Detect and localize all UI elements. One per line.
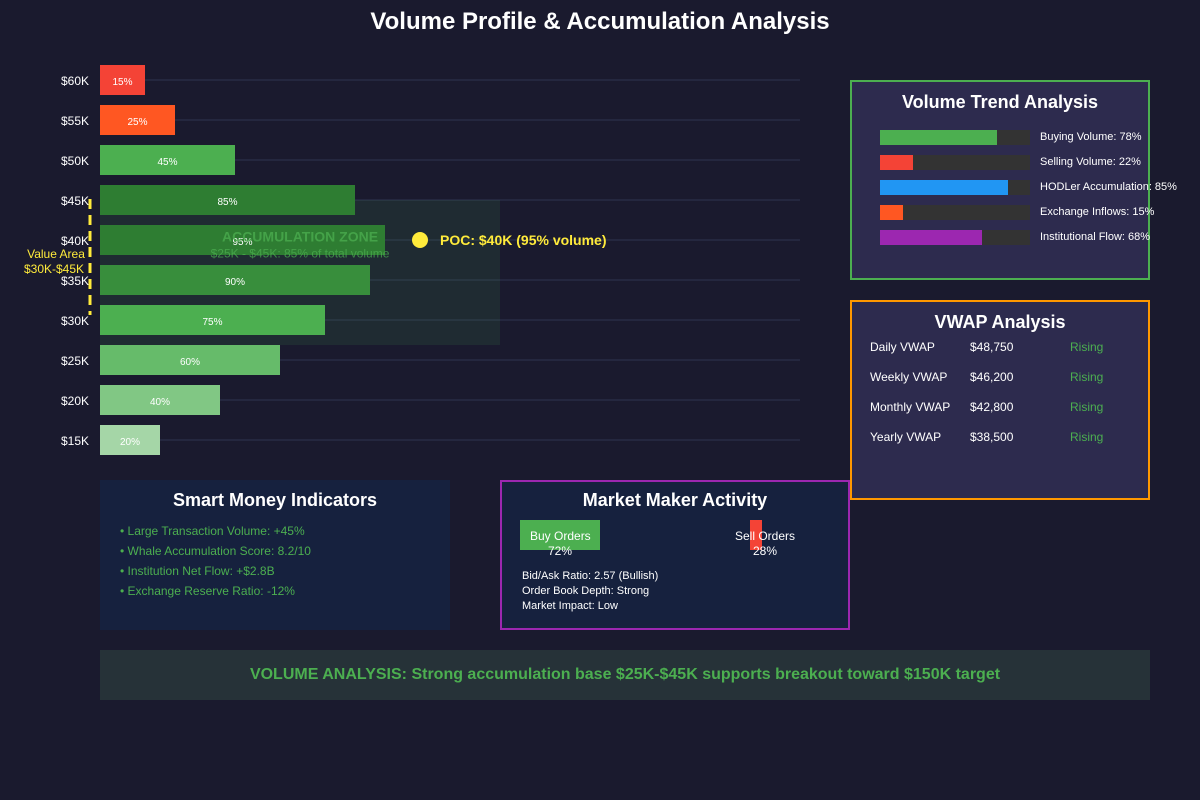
volume-bar [100,265,370,295]
value-area-label: Value Area [27,247,85,261]
trend-bar-track [880,130,1030,145]
bid-ask-ratio: Bid/Ask Ratio: 2.57 (Bullish) [522,570,659,582]
smart-money-panel: Smart Money Indicators • Large Transacti… [100,480,450,630]
bar-value-label: 20% [120,437,140,448]
chart-title: Volume Profile & Accumulation Analysis [370,8,830,35]
price-tick-label: $45K [61,194,89,208]
price-tick-label: $30K [61,314,89,328]
vwap-name: Monthly VWAP [870,400,951,414]
vwap-name: Weekly VWAP [870,370,948,384]
bar-value-label: 95% [232,237,252,248]
volume-bar [100,185,355,215]
trend-bar-track [880,155,1030,170]
volume-bar [100,145,235,175]
trend-bar-track [880,230,1030,245]
trend-bar-fill [880,205,903,220]
price-tick-label: $15K [61,434,89,448]
vwap-trend: Rising [1070,430,1104,444]
bars: 15% $60K 25% $55K 45% $50K 85% $45K 95% $40K 90% $3… [61,65,385,455]
sell-orders-percent: 28% [753,544,778,558]
poc-label: POC: $40K (95% volume) [440,232,607,248]
volume-analysis-summary: VOLUME ANALYSIS: Strong accumulation bas… [100,650,1150,700]
vwap-trend: Rising [1070,400,1104,414]
bar-value-label: 45% [157,157,177,168]
trend-bar-fill [880,155,913,170]
vwap-name: Yearly VWAP [870,430,942,444]
bar-value-label: 75% [202,317,222,328]
bar-value-label: 85% [217,197,237,208]
market-impact: Market Impact: Low [522,600,618,612]
volume-bar [100,305,325,335]
smart-money-item: • Institution Net Flow: +$2.8B [120,564,275,578]
volume-profile-chart: 15% $60K 25% $55K 45% $50K 85% $45K 95% $40K 90% $3… [24,65,800,455]
vwap-value: $42,800 [970,400,1014,414]
price-tick-label: $55K [61,114,89,128]
volume-bar [100,65,145,95]
buy-orders-bar [520,520,600,550]
smart-money-title: Smart Money Indicators [172,490,378,510]
volume-bar [100,345,280,375]
volume-bar [100,425,160,455]
vwap-value: $48,750 [970,340,1014,354]
trend-label: Exchange Inflows: 15% [1040,206,1155,218]
trend-label: Institutional Flow: 68% [1040,231,1151,243]
price-tick-label: $60K [61,74,89,88]
buy-orders-label: Buy Orders [530,529,591,543]
trend-bar-track [880,205,1030,220]
buy-orders-percent: 72% [548,544,573,558]
bar-value-label: 15% [112,77,132,88]
vwap-trend: Rising [1070,340,1104,354]
market-maker-panel: Market Maker Activity Buy Orders 72% Sel… [500,480,850,630]
accumulation-zone-title: ACCUMULATION ZONE [222,229,378,245]
bar-value-label: 25% [127,117,147,128]
trend-bar-fill [880,180,1008,195]
bar-value-label: 40% [150,397,170,408]
vwap-value: $38,500 [970,430,1014,444]
sell-orders-bar [750,520,762,550]
vwap-trend: Rising [1070,370,1104,384]
poc-marker [412,232,428,248]
trend-label: Buying Volume: 78% [1040,131,1142,143]
trend-bar-track [880,180,1030,195]
accumulation-zone-subtitle: $25K - $45K: 85% of total volume [211,247,390,261]
price-tick-label: $35K [61,274,89,288]
bar-value-label: 90% [225,277,245,288]
smart-money-item: • Exchange Reserve Ratio: -12% [120,584,295,598]
price-tick-label: $20K [61,394,89,408]
bar-value-label: 60% [180,357,200,368]
volume-trend-title: Volume Trend Analysis [901,92,1099,112]
trend-label: Selling Volume: 22% [1040,156,1141,168]
sell-orders-label: Sell Orders [735,529,796,543]
vwap-name: Daily VWAP [870,340,935,354]
order-book-depth: Order Book Depth: Strong [522,585,650,597]
value-area-range: $30K-$45K [24,262,84,276]
price-tick-label: $40K [61,234,89,248]
trend-bar-fill [880,230,982,245]
price-tick-label: $50K [61,154,89,168]
volume-bar [100,105,175,135]
volume-trend-panel: Volume Trend Analysis Buying Volume: 78%… [850,80,1177,280]
vwap-title: VWAP Analysis [934,312,1066,332]
volume-bar [100,385,220,415]
trend-bar-fill [880,130,997,145]
volume-bar [100,225,385,255]
smart-money-item: • Large Transaction Volume: +45% [120,524,305,538]
vwap-value: $46,200 [970,370,1014,384]
vwap-panel: VWAP Analysis Daily VWAP $48,750 Rising Wee… [850,300,1150,500]
market-maker-title: Market Maker Activity [582,490,768,510]
smart-money-item: • Whale Accumulation Score: 8.2/10 [120,544,311,558]
trend-label: HODLer Accumulation: 85% [1040,181,1177,193]
price-tick-label: $25K [61,354,89,368]
